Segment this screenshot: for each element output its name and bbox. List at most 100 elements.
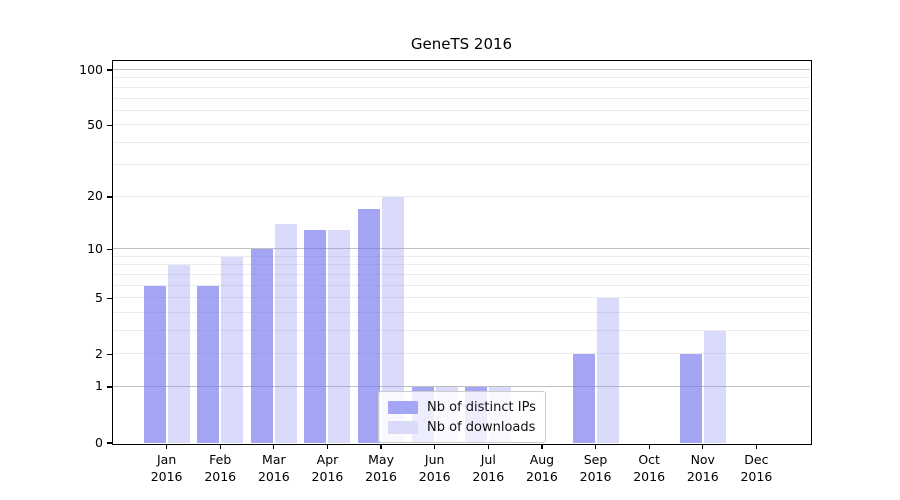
legend-item-distinct-ips: Nb of distinct IPs (388, 397, 536, 417)
gridline-minor-6 (113, 284, 810, 286)
bar-ips-jan (143, 285, 166, 443)
legend-label-downloads: Nb of downloads (427, 419, 536, 435)
gridline-minor-70 (113, 97, 810, 99)
x-tick-month: Dec (744, 452, 769, 467)
x-tick-aug (541, 444, 543, 449)
x-tick-month: Sep (583, 452, 608, 467)
gridline-minor-8 (113, 264, 810, 266)
y-tick-10 (106, 248, 112, 250)
x-tick-label-jun: Jun 2016 (407, 451, 463, 485)
x-tick-label-jan: Jan 2016 (139, 451, 195, 485)
y-tick-100 (106, 69, 112, 71)
gridline-major-1 (113, 385, 810, 387)
x-tick-label-sep: Sep 2016 (568, 451, 624, 485)
x-tick-label-nov: Nov 2016 (675, 451, 731, 485)
gridline-minor-3 (113, 329, 810, 331)
x-tick-year: 2016 (472, 469, 505, 484)
x-tick-month: Mar (262, 452, 286, 467)
bar-downloads-sep (596, 298, 619, 443)
x-tick-month: Aug (529, 452, 555, 467)
y-tick-label-1: 1 (95, 378, 103, 394)
x-tick-month: Jan (156, 452, 177, 467)
gridline-minor-40 (113, 141, 810, 143)
y-tick-label-2: 2 (95, 345, 103, 361)
bar-ips-nov (679, 354, 702, 443)
x-tick-dec (755, 444, 757, 449)
y-tick-label-5: 5 (95, 289, 103, 305)
x-tick-month: Jun (424, 452, 445, 467)
bar-downloads-may (382, 196, 405, 443)
chart-title: GeneTS 2016 (410, 35, 513, 53)
plot-area: Nb of distinct IPs Nb of downloads (113, 61, 810, 443)
x-tick-year: 2016 (418, 469, 451, 484)
gridline-minor-4 (113, 311, 810, 313)
gridline-major-100 (113, 69, 810, 70)
x-tick-label-apr: Apr 2016 (299, 451, 355, 485)
gridline-minor-9 (113, 255, 810, 257)
legend: Nb of distinct IPs Nb of downloads (378, 391, 546, 443)
y-tick-label-10: 10 (87, 240, 103, 256)
x-tick-label-oct: Oct 2016 (621, 451, 677, 485)
x-tick-year: 2016 (365, 469, 397, 484)
y-tick-2 (106, 353, 112, 355)
x-tick-feb (219, 444, 221, 449)
x-tick-month: Apr (316, 452, 339, 467)
y-tick-label-100: 100 (79, 61, 103, 77)
x-tick-label-may: May 2016 (353, 451, 409, 485)
gridline-major-10 (113, 248, 810, 250)
x-tick-label-feb: Feb 2016 (192, 451, 248, 485)
x-tick-year: 2016 (579, 469, 612, 484)
y-tick-50 (106, 124, 112, 126)
x-tick-year: 2016 (150, 469, 183, 484)
x-tick-month: Jul (480, 452, 496, 467)
x-tick-label-jul: Jul 2016 (460, 451, 516, 485)
x-tick-year: 2016 (740, 469, 773, 484)
x-tick-jun (434, 444, 436, 449)
legend-swatch-downloads (388, 420, 418, 434)
gridline-minor-50 (113, 124, 810, 126)
x-tick-year: 2016 (633, 469, 666, 484)
bar-ips-mar (250, 249, 273, 443)
x-tick-label-dec: Dec 2016 (728, 451, 784, 485)
gridline-minor-30 (113, 164, 810, 166)
x-tick-label-aug: Aug 2016 (514, 451, 570, 485)
x-tick-month: Oct (638, 452, 660, 467)
bar-ips-feb (197, 285, 220, 443)
y-tick-label-50: 50 (87, 116, 103, 132)
gridline-minor-80 (113, 86, 810, 88)
y-tick-0 (106, 442, 112, 444)
y-tick-20 (106, 196, 112, 198)
y-tick-label-0: 0 (95, 434, 103, 450)
bar-ips-may (358, 209, 381, 443)
gridline-minor-60 (113, 109, 810, 111)
x-tick-may (380, 444, 382, 449)
bar-ips-sep (572, 354, 595, 443)
gridline-minor-5 (113, 297, 810, 299)
bar-ips-apr (304, 229, 327, 443)
y-tick-5 (106, 297, 112, 299)
x-tick-month: Nov (690, 452, 715, 467)
x-tick-year: 2016 (257, 469, 290, 484)
x-tick-mar (273, 444, 275, 449)
bar-downloads-feb (221, 256, 244, 443)
y-tick-label-20: 20 (87, 188, 103, 204)
x-tick-label-mar: Mar 2016 (246, 451, 302, 485)
gridline-minor-2 (113, 353, 810, 355)
bar-downloads-nov (703, 330, 726, 443)
x-tick-jul (487, 444, 489, 449)
x-tick-oct (648, 444, 650, 449)
legend-swatch-distinct-ips (388, 400, 418, 414)
bar-downloads-mar (274, 224, 297, 443)
bar-downloads-apr (328, 229, 351, 443)
bar-downloads-jan (167, 265, 190, 443)
x-tick-year: 2016 (686, 469, 719, 484)
gridline-minor-20 (113, 195, 810, 197)
x-tick-sep (594, 444, 597, 449)
x-tick-year: 2016 (311, 469, 344, 484)
x-tick-nov (702, 444, 704, 449)
x-tick-jan (166, 444, 168, 449)
y-tick-1 (106, 386, 112, 388)
x-tick-year: 2016 (526, 469, 558, 484)
bars-layer (113, 61, 810, 443)
